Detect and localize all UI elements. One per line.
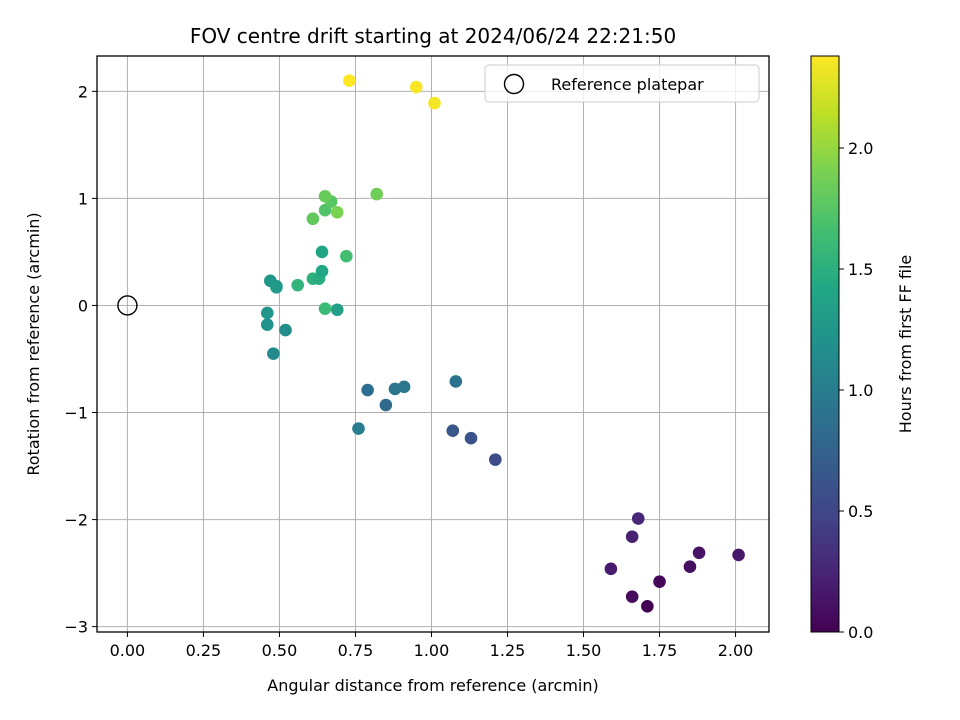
data-point: [315, 264, 329, 278]
colorbar-tick-label: 1.0: [848, 381, 873, 400]
y-tick-label: 1: [78, 189, 88, 208]
data-point: [315, 245, 329, 259]
data-point: [379, 398, 393, 412]
data-point: [631, 512, 645, 525]
data-point: [397, 380, 411, 394]
data-point: [270, 280, 283, 294]
data-point: [361, 383, 374, 397]
plot-frame: [96, 55, 770, 633]
data-point: [428, 96, 441, 110]
y-tick-label: 2: [78, 82, 88, 101]
data-point: [306, 212, 320, 226]
data-point: [330, 206, 344, 219]
x-tick-label: 1.25: [490, 641, 526, 660]
data-point: [318, 189, 332, 203]
x-tick-label: 0.25: [186, 641, 222, 660]
y-tick-label: 0: [78, 296, 88, 315]
reference-marker: [117, 295, 138, 316]
colorbar-tick-label: 1.5: [848, 260, 873, 279]
data-point: [641, 600, 654, 613]
data-point: [340, 249, 353, 263]
data-point: [291, 278, 304, 292]
legend-label: Reference platepar: [551, 75, 704, 94]
legend-reference-marker: [503, 73, 525, 95]
colorbar-axis: 0.0 0.5 1.0 1.5 2.0: [839, 139, 873, 642]
data-point: [330, 303, 344, 317]
y-axis-label: Rotation from reference (arcmin): [24, 212, 43, 475]
data-point: [318, 302, 332, 315]
data-point: [267, 347, 280, 360]
legend-box: [484, 64, 760, 103]
data-point: [370, 187, 384, 201]
data-point: [625, 590, 639, 603]
data-point: [449, 375, 463, 388]
y-tick-label: −3: [64, 618, 88, 637]
colorbar-tick-label: 0.5: [848, 502, 873, 521]
data-point: [692, 546, 706, 560]
chart-title: FOV centre drift starting at 2024/06/24 …: [190, 24, 676, 48]
x-axis-label: Angular distance from reference (arcmin): [267, 676, 598, 695]
colorbar: [810, 55, 840, 633]
colorbar-tick-label: 2.0: [848, 139, 873, 158]
data-point: [464, 431, 478, 445]
data-point: [279, 323, 292, 337]
data-point: [260, 318, 274, 332]
x-tick-label: 0.50: [262, 641, 298, 660]
data-point: [446, 424, 460, 438]
data-point: [409, 80, 423, 94]
legend: Reference platepar: [484, 64, 760, 103]
y-axis: −3 −2 −1 0 1 2: [64, 82, 97, 637]
scatter-points: [260, 74, 745, 613]
colorbar-label: Hours from first FF file: [896, 255, 915, 434]
data-point: [489, 453, 502, 466]
data-point: [625, 530, 639, 544]
x-tick-label: 1.50: [566, 641, 602, 660]
data-point: [260, 306, 274, 320]
data-point: [732, 548, 745, 562]
y-tick-label: −1: [64, 404, 88, 423]
data-point: [604, 562, 618, 576]
data-point: [653, 575, 666, 588]
x-tick-label: 1.75: [642, 641, 678, 660]
x-tick-label: 2.00: [718, 641, 754, 660]
x-tick-label: 0.00: [110, 641, 146, 660]
data-point: [352, 422, 365, 435]
data-point: [343, 74, 356, 87]
reference-marker-group: [117, 295, 138, 316]
colorbar-tick-label: 0.0: [848, 623, 873, 642]
x-tick-label: 0.75: [338, 641, 374, 660]
data-point: [683, 560, 697, 573]
x-tick-label: 1.00: [414, 641, 450, 660]
grid: [97, 56, 769, 632]
x-axis: 0.00 0.25 0.50 0.75 1.00 1.25 1.50 1.75 2.00: [110, 632, 754, 660]
y-tick-label: −2: [64, 511, 88, 530]
